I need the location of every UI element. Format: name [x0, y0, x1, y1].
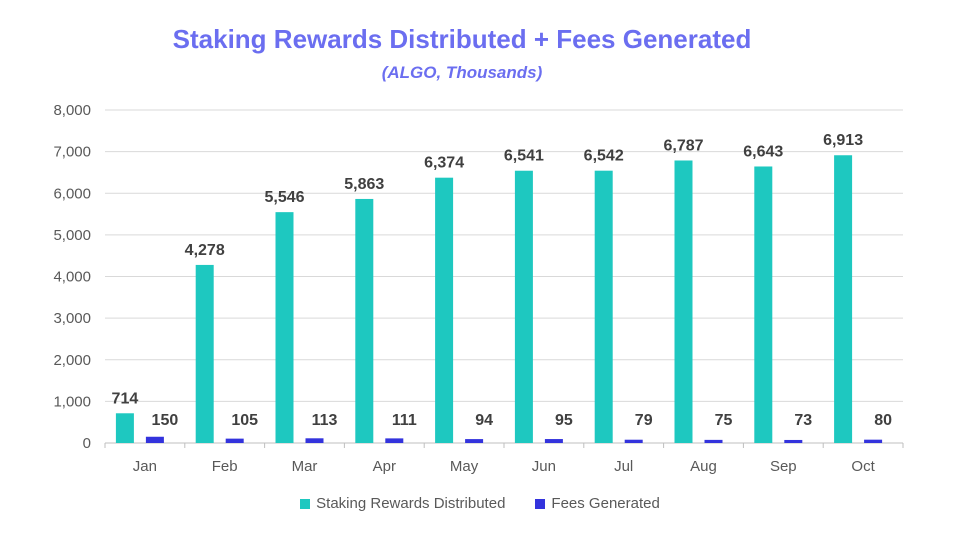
data-label-fees: 111	[392, 412, 417, 429]
data-label-staking: 6,374	[424, 155, 464, 172]
y-tick-label: 1,000	[53, 393, 91, 410]
bar-fees	[544, 439, 563, 443]
legend: Staking Rewards Distributed Fees Generat…	[0, 495, 960, 512]
data-label-staking: 5,546	[264, 189, 304, 206]
data-label-fees: 94	[475, 412, 493, 429]
chart-title: Staking Rewards Distributed + Fees Gener…	[172, 24, 752, 54]
bar-staking	[674, 160, 693, 443]
legend-swatch-fees	[535, 498, 546, 509]
data-label-staking: 6,913	[823, 132, 863, 149]
bars	[115, 155, 883, 444]
y-tick-label: 0	[83, 435, 91, 452]
data-label-staking: 4,278	[185, 242, 225, 259]
bar-fees	[864, 439, 883, 443]
bar-fees	[704, 439, 723, 443]
legend-label-fees: Fees Generated	[551, 495, 660, 512]
x-tick-label: Jan	[133, 458, 157, 475]
bar-staking	[195, 264, 214, 443]
bar-staking	[594, 170, 613, 443]
data-label-staking: 6,542	[584, 148, 624, 165]
chart-subtitle: (ALGO, Thousands)	[381, 63, 543, 82]
bar-fees	[784, 439, 803, 443]
bar-fees	[624, 439, 643, 443]
y-tick-label: 4,000	[53, 269, 91, 286]
data-label-fees: 150	[152, 412, 179, 429]
x-tick-label: Mar	[292, 458, 318, 475]
bar-staking	[754, 166, 773, 444]
y-tick-label: 8,000	[53, 102, 91, 119]
data-label-fees: 105	[231, 412, 258, 429]
data-label-fees: 113	[312, 412, 338, 429]
x-tick-label: Aug	[690, 458, 717, 475]
data-label-staking: 6,541	[504, 148, 544, 165]
y-axis-ticks: 0 1,000 2,000 3,000 4,000 5,000 6,000 7,000 8,00…	[53, 102, 91, 452]
bar-staking	[275, 212, 294, 443]
x-tick-label: Apr	[373, 458, 396, 475]
bar-staking	[355, 198, 374, 443]
data-label-fees: 75	[715, 412, 733, 429]
x-tick-label: May	[450, 458, 479, 475]
data-label-staking: 6,787	[663, 137, 703, 154]
legend-swatch-staking	[300, 498, 311, 509]
legend-label-staking: Staking Rewards Distributed	[316, 495, 506, 512]
bar-fees	[225, 438, 244, 443]
data-label-staking: 5,863	[344, 176, 384, 193]
x-tick-label: Jun	[532, 458, 556, 475]
data-label-fees: 73	[794, 412, 812, 429]
y-tick-label: 5,000	[53, 227, 91, 244]
bar-staking	[834, 155, 853, 443]
data-label-staking: 6,643	[743, 143, 783, 160]
x-axis-ticks: Jan Feb Mar Apr May Jun Jul Aug Sep Oct	[104, 443, 904, 475]
bar-staking	[435, 177, 454, 443]
data-labels: 714 150 4,278 105 5,546 113 5,863 111 6,374 94 6,5…	[112, 132, 893, 429]
bar-staking	[514, 170, 533, 443]
legend-item-staking: Staking Rewards Distributed	[300, 495, 505, 512]
x-tick-label: Sep	[770, 458, 797, 475]
bar-fees	[305, 438, 324, 443]
bar-fees	[145, 436, 164, 443]
y-tick-label: 6,000	[53, 185, 91, 202]
x-tick-label: Feb	[212, 458, 238, 475]
bar-staking	[115, 413, 134, 443]
bar-fees	[385, 438, 404, 443]
data-label-fees: 80	[874, 412, 892, 429]
bar-fees	[465, 439, 484, 443]
legend-item-fees: Fees Generated	[535, 495, 660, 512]
y-tick-label: 3,000	[53, 310, 91, 327]
x-tick-label: Jul	[614, 458, 633, 475]
data-label-fees: 95	[555, 412, 573, 429]
x-tick-label: Oct	[851, 458, 875, 475]
data-label-fees: 79	[635, 412, 653, 429]
data-label-staking: 714	[112, 390, 139, 407]
y-tick-label: 7,000	[53, 144, 91, 161]
y-tick-label: 2,000	[53, 352, 91, 369]
